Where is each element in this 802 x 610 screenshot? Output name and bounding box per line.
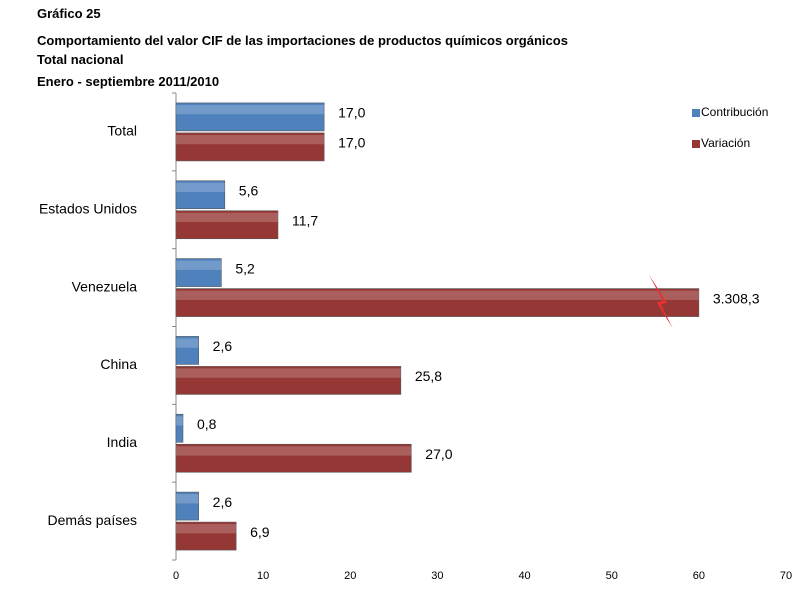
legend-label: Variación	[701, 136, 750, 150]
data-label: 2,6	[213, 494, 233, 510]
bar-shine	[176, 416, 183, 426]
bar	[175, 180, 226, 210]
bar-shine	[176, 524, 237, 534]
bar-shine	[176, 260, 222, 270]
bar-shine	[176, 290, 699, 300]
data-label: 6,9	[250, 524, 270, 540]
x-tick-label: 10	[257, 570, 269, 582]
x-tick-label: 20	[344, 570, 356, 582]
bar	[175, 366, 402, 395]
x-tick-label: 60	[693, 570, 705, 582]
y-tick-label: China	[100, 356, 137, 372]
legend-swatch	[692, 140, 700, 148]
bar	[175, 521, 237, 551]
legend-swatch	[692, 109, 700, 117]
bar	[175, 258, 222, 287]
bar-shine	[176, 338, 199, 348]
data-label: 11,7	[292, 212, 318, 228]
x-tick-label: 30	[431, 570, 443, 582]
bar-shine	[176, 212, 278, 223]
bar	[175, 491, 199, 521]
bar	[175, 210, 279, 240]
chart-subtitle: Enero - septiembre 2011/2010	[37, 74, 219, 89]
data-label: 5,6	[239, 182, 259, 198]
y-tick-label: Venezuela	[72, 278, 138, 294]
legend-label: Contribución	[701, 105, 768, 119]
chart-subtitle: Comportamiento del valor CIF de las impo…	[37, 33, 568, 48]
data-label: 0,8	[197, 416, 217, 432]
data-label: 3.308,3	[713, 290, 760, 306]
bar-shine	[176, 446, 412, 456]
bar	[175, 413, 184, 443]
data-label: 17,0	[338, 105, 365, 121]
bar-shine	[176, 494, 199, 504]
bar-shine	[176, 368, 401, 378]
data-label: 27,0	[425, 446, 452, 462]
x-tick-label: 70	[780, 570, 792, 582]
y-tick-label: India	[107, 434, 138, 450]
chart-subtitle: Total nacional	[37, 52, 123, 67]
axis-break	[648, 274, 673, 329]
bar	[175, 132, 325, 162]
data-label: 25,8	[415, 368, 442, 384]
x-tick-label: 40	[518, 570, 530, 582]
x-tick-label: 0	[173, 570, 179, 582]
y-tick-label: Total	[107, 123, 137, 139]
bar	[175, 288, 700, 317]
bar-shine	[176, 104, 325, 115]
x-tick-label: 50	[606, 570, 618, 582]
y-tick-label: Estados Unidos	[39, 200, 137, 216]
data-label: 2,6	[213, 338, 233, 354]
y-tick-label: Demás países	[48, 512, 137, 528]
chart-title: Gráfico 25	[37, 6, 101, 21]
bar	[175, 102, 325, 132]
data-label: 5,2	[235, 260, 255, 276]
data-label: 17,0	[338, 135, 365, 151]
bar	[175, 443, 412, 473]
bar-shine	[176, 134, 325, 145]
bar	[175, 336, 199, 365]
bar-shine	[176, 182, 225, 193]
